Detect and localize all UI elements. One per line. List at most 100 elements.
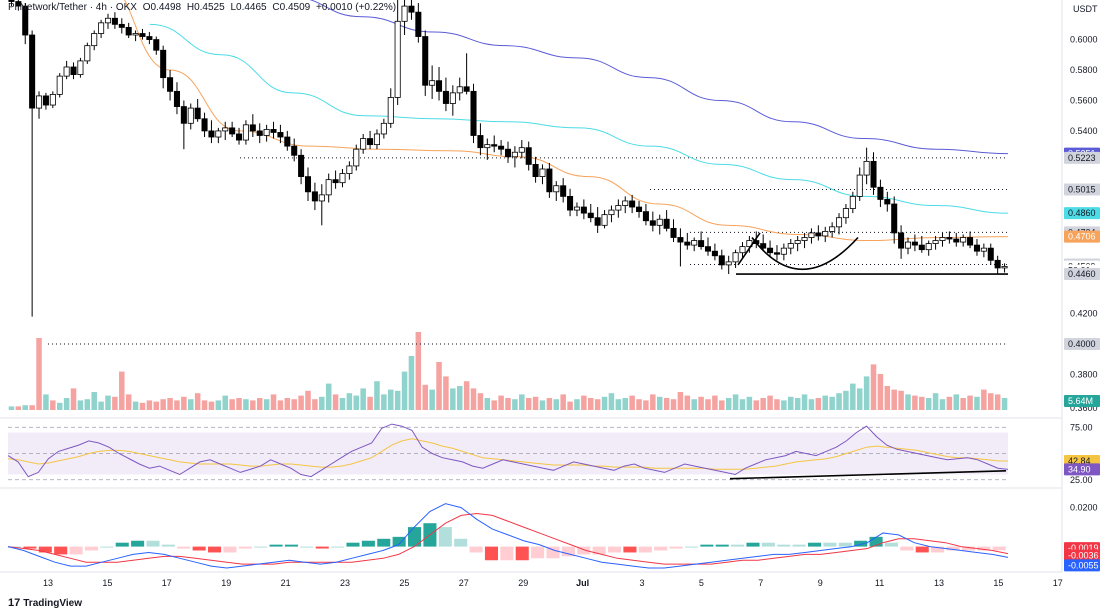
- price-axis-tick: 0.5600: [1070, 95, 1098, 105]
- candle-down: [42, 95, 49, 106]
- candle-up: [84, 45, 91, 62]
- volume-bar: [450, 388, 456, 410]
- macd-histogram-bar: [177, 546, 191, 549]
- time-axis-tick: 23: [340, 578, 350, 588]
- price-label: 0.4860: [1068, 208, 1096, 218]
- time-axis-tick: 19: [221, 578, 231, 588]
- candle-up: [360, 138, 367, 150]
- candle-up: [725, 261, 732, 266]
- macd-value-label: -0.0036: [1068, 551, 1099, 561]
- volume-bar: [781, 400, 787, 410]
- macd-histogram-bar: [223, 546, 237, 553]
- macd-histogram-bar: [54, 546, 68, 555]
- macd-histogram-bar: [254, 546, 268, 548]
- volume-bar: [891, 389, 897, 410]
- macd-histogram-bar: [392, 536, 406, 547]
- volume-bar: [339, 398, 346, 410]
- volume-bar: [981, 389, 987, 410]
- time-axis-tick: 11: [875, 578, 884, 588]
- candle-up: [836, 217, 843, 228]
- candle-up: [925, 243, 932, 251]
- macd-histogram-bar: [608, 546, 622, 553]
- macd-histogram-bar: [100, 546, 114, 548]
- volume-bar: [91, 392, 97, 410]
- volume-bar: [594, 399, 601, 410]
- volume-bar: [477, 393, 484, 410]
- volume-bar: [422, 384, 428, 410]
- volume-bar: [974, 396, 980, 410]
- volume-bar: [994, 394, 1001, 410]
- candle-down: [408, 5, 415, 13]
- candle-down: [139, 33, 146, 37]
- macd-histogram-bar: [623, 546, 637, 553]
- macd-histogram-bar: [961, 546, 975, 551]
- macd-histogram-bar: [346, 542, 360, 547]
- volume-bar: [663, 398, 670, 410]
- volume-bar: [50, 400, 56, 410]
- volume-bar: [105, 395, 111, 410]
- tradingview-logo[interactable]: 17 TradingView: [8, 597, 82, 609]
- macd-histogram-bar: [23, 546, 37, 549]
- rsi-divergence-trendline: [729, 470, 1007, 480]
- macd-histogram-bar: [915, 546, 929, 553]
- time-axis-tick: 9: [818, 578, 823, 588]
- candle-up: [732, 252, 739, 263]
- volume-bar: [305, 390, 311, 410]
- candle-up: [801, 237, 808, 241]
- macd-line: [7, 503, 1009, 569]
- volume-bar: [443, 376, 449, 410]
- volume-bar: [319, 396, 325, 410]
- price-label: 0.4000: [1068, 339, 1096, 349]
- volume-bar: [388, 389, 394, 410]
- volume-bar: [512, 399, 518, 410]
- volume-bar: [194, 393, 201, 410]
- ema-slow-line: [309, 0, 1009, 155]
- candle-up: [960, 237, 967, 243]
- candle-up: [601, 214, 608, 226]
- candle-up: [842, 208, 849, 219]
- volume-bar: [960, 398, 966, 410]
- volume-bar: [167, 398, 173, 410]
- candle-down: [208, 130, 215, 138]
- volume-bar: [367, 396, 373, 410]
- candle-down: [291, 145, 298, 156]
- price-label: 0.4460: [1068, 269, 1096, 279]
- time-axis-tick: Jul: [576, 578, 589, 588]
- candle-down: [567, 195, 574, 211]
- volume-bar: [374, 381, 380, 410]
- candle-down: [636, 206, 643, 213]
- candle-up: [829, 226, 836, 232]
- symbol-title[interactable]: Pi Network/Tether · 4h · OKX: [8, 2, 137, 13]
- macd-histogram-bar: [669, 546, 683, 549]
- price-change: +0.0010 (+0.22%): [316, 2, 397, 13]
- time-axis-tick: 15: [102, 578, 112, 588]
- volume-bar: [429, 389, 435, 410]
- candle-up: [63, 66, 70, 77]
- volume-bar: [588, 398, 594, 410]
- volume-bar: [643, 400, 649, 410]
- rsi-ma-line: [7, 438, 1009, 470]
- price-label-box: [1064, 183, 1100, 196]
- volume-bar: [760, 398, 766, 410]
- candle-down: [118, 23, 125, 28]
- candle-up: [56, 75, 63, 95]
- volume-bar: [725, 398, 732, 410]
- macd-histogram-bar: [823, 542, 837, 547]
- macd-histogram-bar: [808, 542, 822, 547]
- volume-bar: [925, 398, 932, 410]
- candle-down: [670, 227, 677, 238]
- ohlc-high: H0.4525: [186, 2, 225, 13]
- volume-bar: [967, 395, 973, 410]
- candle-down: [698, 240, 705, 248]
- candle-up: [242, 124, 249, 141]
- candle-down: [911, 241, 918, 246]
- macd-value-label-box: [1064, 549, 1100, 562]
- candle-down: [160, 49, 167, 79]
- volume-bar: [905, 394, 911, 410]
- candle-down: [898, 232, 905, 249]
- volume-bar: [567, 401, 573, 410]
- candle-down: [415, 11, 422, 37]
- candle-down: [201, 118, 208, 132]
- candle-up: [215, 130, 222, 138]
